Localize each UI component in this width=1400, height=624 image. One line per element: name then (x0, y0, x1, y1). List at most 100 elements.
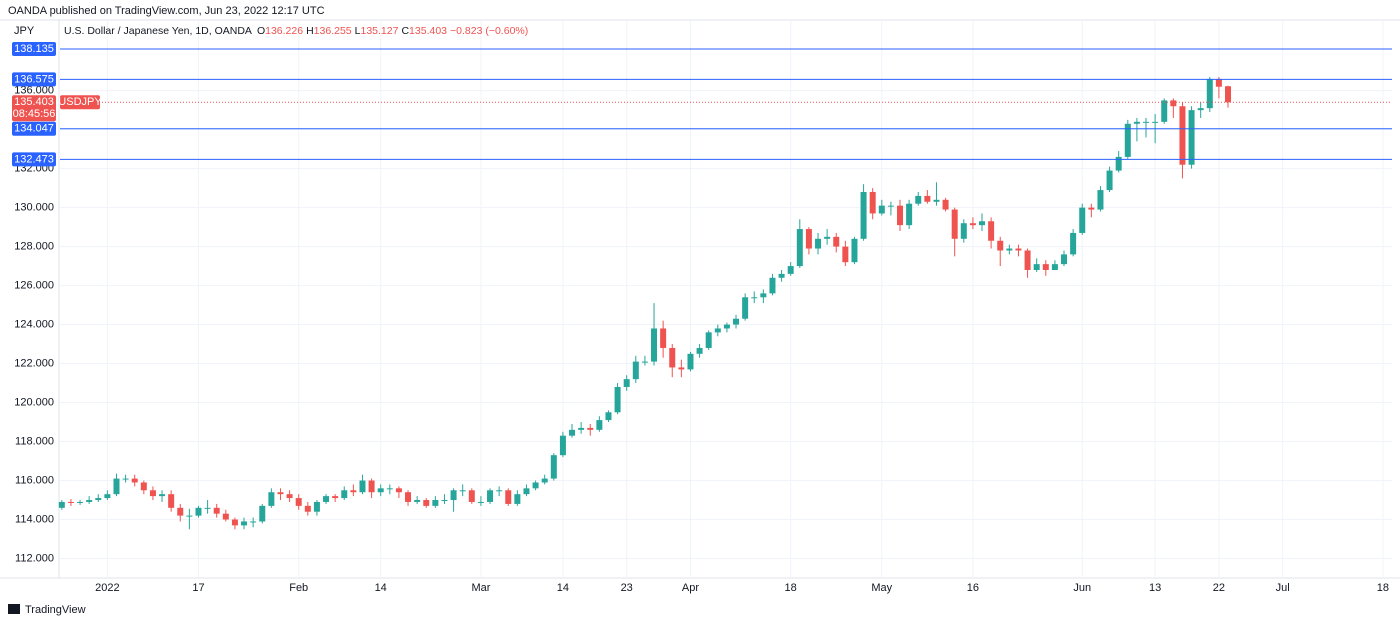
candle-body (860, 192, 867, 239)
symbol-tag (60, 95, 100, 110)
candle-body (933, 199, 940, 202)
candle-body (924, 195, 931, 202)
candle-body (104, 494, 111, 499)
candle-body (140, 482, 147, 491)
candle-body (906, 203, 913, 226)
y-tick-label: 118.000 (15, 435, 54, 447)
candle-body (760, 293, 767, 298)
symbol-label: USDJPY (58, 96, 102, 108)
candle-body (979, 221, 986, 226)
level-tag (12, 121, 56, 136)
legend-change: −0.823 (−0.60%) (450, 25, 528, 37)
candle-body (250, 521, 257, 523)
legend-value: 135.403 (409, 25, 447, 37)
candle-body (423, 500, 430, 506)
candle-body (122, 478, 129, 480)
candle-body (578, 427, 585, 430)
candle-body (851, 238, 858, 263)
candle-body (1042, 264, 1049, 270)
legend-key: C (401, 25, 409, 37)
candle-body (714, 328, 721, 333)
x-tick-label: Apr (682, 582, 699, 594)
level-tag (12, 152, 56, 167)
y-tick-label: 130.000 (14, 202, 54, 214)
candle-body (414, 500, 421, 502)
candle-body (669, 347, 676, 368)
candle-body (395, 488, 402, 493)
x-tick-label: 17 (192, 582, 204, 594)
candle-body (304, 505, 311, 512)
y-tick-label: 114.000 (15, 513, 54, 525)
candle-body (651, 328, 658, 362)
candle-body (942, 199, 949, 210)
candle-body (641, 361, 648, 363)
candle-body (815, 238, 822, 249)
last-price-tag (12, 95, 56, 122)
candle-body (1079, 207, 1086, 233)
candle-body (332, 496, 339, 499)
candle-body (605, 412, 612, 421)
candle-body (705, 332, 712, 348)
x-tick-label: Jul (1276, 582, 1290, 594)
candle-body (696, 347, 703, 354)
level-label: 132.473 (14, 153, 54, 165)
candle-body (969, 223, 976, 226)
candle-body (1225, 86, 1232, 103)
x-tick-label: 13 (1149, 582, 1161, 594)
candle-body (86, 500, 93, 502)
candle-body (514, 494, 521, 504)
candle-body (468, 490, 475, 502)
candle-body (869, 192, 876, 214)
candle-body (1024, 250, 1031, 270)
candle-body (769, 277, 776, 294)
candle-body (131, 478, 138, 483)
candle-body (195, 507, 202, 516)
legend-title: U.S. Dollar / Japanese Yen, 1D, OANDA (64, 25, 252, 37)
candle-body (241, 521, 248, 526)
y-tick-label: 128.000 (14, 240, 54, 252)
candle-body (632, 361, 639, 380)
candle-body (377, 488, 384, 493)
x-tick-label: 14 (557, 582, 569, 594)
candle-body (1197, 108, 1204, 111)
legend-value: 135.127 (360, 25, 398, 37)
candle-body (95, 498, 102, 501)
legend-value: 136.226 (265, 25, 303, 37)
legend-key: H (306, 25, 314, 37)
candle-body (168, 494, 175, 508)
candles (58, 76, 1232, 530)
level-tag (12, 42, 56, 57)
candle-body (915, 195, 922, 204)
candle-body (505, 490, 512, 504)
published-note: OANDA published on TradingView.com, Jun … (8, 5, 325, 17)
x-tick-label: Jun (1073, 582, 1091, 594)
candle-body (67, 501, 74, 503)
candle-body (523, 488, 530, 495)
candle-body (441, 500, 448, 502)
candle-body (778, 273, 785, 278)
y-tick-label: 122.000 (14, 357, 54, 369)
candle-body (687, 353, 694, 370)
candle-body (496, 490, 503, 492)
y-tick-label: 124.000 (14, 318, 54, 330)
candle-body (960, 223, 967, 239)
candle-body (1088, 207, 1095, 210)
candle-body (1015, 248, 1022, 251)
x-tick-label: 16 (967, 582, 979, 594)
level-label: 134.047 (14, 123, 54, 135)
candle-body (259, 505, 266, 522)
candle-body (559, 435, 566, 456)
currency-label: JPY (14, 25, 35, 37)
y-tick-label: 136.000 (14, 85, 54, 97)
y-tick-label: 112.000 (15, 552, 54, 564)
candle-body (350, 490, 357, 493)
level-label: 138.135 (14, 43, 54, 55)
candle-body (77, 501, 84, 503)
x-tick-label: 18 (1377, 582, 1389, 594)
candle-body (1170, 100, 1177, 107)
candle-body (833, 236, 840, 247)
candle-body (988, 221, 995, 241)
legend-value: 136.255 (314, 25, 352, 37)
legend-key: L (355, 25, 361, 37)
candle-body (1215, 78, 1222, 87)
